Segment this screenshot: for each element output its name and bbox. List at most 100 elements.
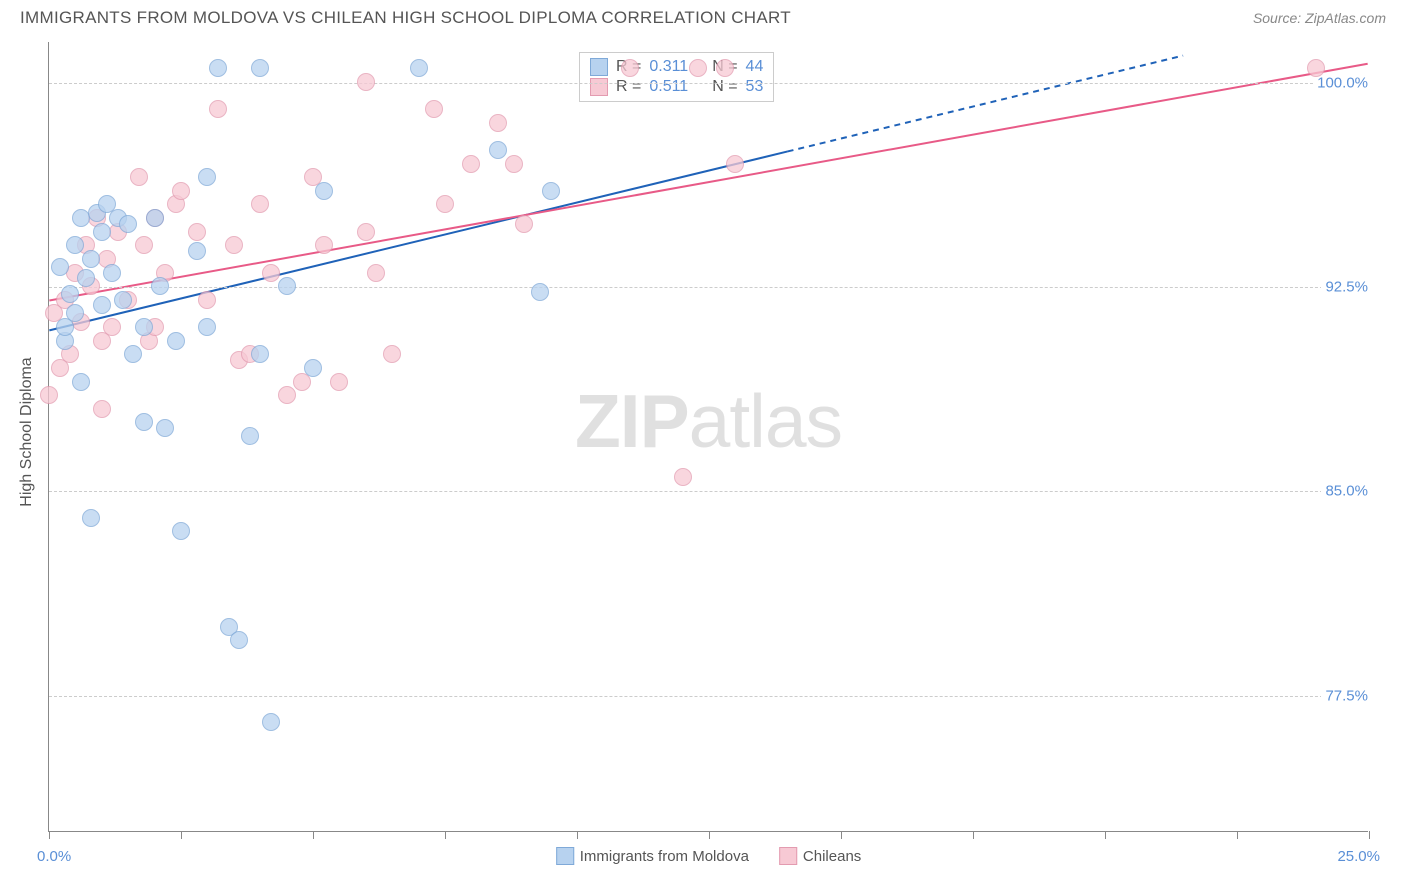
x-tick [973,831,974,839]
scatter-point-chileans [93,400,111,418]
legend-swatch [556,847,574,865]
source-name: ZipAtlas.com [1305,10,1386,26]
scatter-point-moldova [135,318,153,336]
scatter-point-moldova [304,359,322,377]
legend-swatch [590,78,608,96]
chart-container: High School Diploma ZIPatlas R = 0.311N … [0,32,1406,882]
legend-label: Chileans [803,848,861,865]
scatter-point-chileans [188,223,206,241]
scatter-point-chileans [367,264,385,282]
scatter-point-moldova [77,269,95,287]
scatter-point-moldova [531,283,549,301]
scatter-point-moldova [135,413,153,431]
scatter-point-moldova [209,59,227,77]
scatter-point-chileans [489,114,507,132]
scatter-point-moldova [61,285,79,303]
scatter-point-moldova [410,59,428,77]
series-legend: Immigrants from MoldovaChileans [556,847,862,865]
source-attribution: Source: ZipAtlas.com [1253,10,1386,26]
scatter-point-chileans [198,291,216,309]
y-tick-label: 85.0% [1321,483,1372,500]
correlation-legend: R = 0.311N = 44R = 0.511N = 53 [579,52,774,102]
gridline [49,696,1368,697]
scatter-point-moldova [93,296,111,314]
scatter-point-moldova [103,264,121,282]
y-tick-label: 92.5% [1321,279,1372,296]
series-legend-item: Chileans [779,847,861,865]
gridline [49,287,1368,288]
correlation-legend-row: R = 0.311N = 44 [590,57,763,77]
trend-line [788,56,1183,152]
scatter-point-chileans [621,59,639,77]
scatter-point-moldova [66,236,84,254]
scatter-point-moldova [82,250,100,268]
scatter-point-moldova [119,215,137,233]
scatter-point-moldova [198,168,216,186]
r-value: 0.511 [649,78,688,96]
gridline [49,491,1368,492]
scatter-point-moldova [124,345,142,363]
scatter-point-moldova [146,209,164,227]
scatter-point-chileans [315,236,333,254]
source-prefix: Source: [1253,10,1305,26]
x-tick [841,831,842,839]
scatter-point-moldova [262,713,280,731]
scatter-point-moldova [167,332,185,350]
scatter-point-chileans [462,155,480,173]
scatter-point-chileans [278,386,296,404]
scatter-point-chileans [674,468,692,486]
x-tick [445,831,446,839]
scatter-point-moldova [156,419,174,437]
scatter-point-chileans [225,236,243,254]
scatter-point-moldova [172,522,190,540]
scatter-point-moldova [114,291,132,309]
scatter-point-chileans [357,73,375,91]
scatter-point-moldova [93,223,111,241]
x-tick-label: 25.0% [1337,848,1380,865]
scatter-point-moldova [188,242,206,260]
x-tick-label: 0.0% [37,848,71,865]
x-tick [1369,831,1370,839]
n-value: 53 [746,78,764,96]
scatter-point-moldova [489,141,507,159]
scatter-point-chileans [51,359,69,377]
scatter-point-moldova [542,182,560,200]
r-value: 0.311 [649,58,688,76]
scatter-point-chileans [209,100,227,118]
scatter-point-moldova [251,345,269,363]
scatter-point-moldova [278,277,296,295]
scatter-point-chileans [130,168,148,186]
chart-header: IMMIGRANTS FROM MOLDOVA VS CHILEAN HIGH … [0,0,1406,32]
scatter-point-chileans [436,195,454,213]
y-tick-label: 77.5% [1321,687,1372,704]
y-axis-label: High School Diploma [18,357,36,506]
scatter-point-moldova [66,304,84,322]
scatter-point-chileans [726,155,744,173]
x-tick [49,831,50,839]
correlation-legend-row: R = 0.511N = 53 [590,77,763,97]
chart-title: IMMIGRANTS FROM MOLDOVA VS CHILEAN HIGH … [20,8,791,28]
scatter-point-chileans [515,215,533,233]
scatter-point-moldova [151,277,169,295]
scatter-point-chileans [716,59,734,77]
scatter-point-chileans [262,264,280,282]
x-tick [1105,831,1106,839]
y-tick-label: 100.0% [1313,74,1372,91]
gridline [49,83,1368,84]
x-tick [709,831,710,839]
plot-area: ZIPatlas R = 0.311N = 44R = 0.511N = 53 … [48,42,1368,832]
scatter-point-chileans [251,195,269,213]
scatter-point-chileans [135,236,153,254]
scatter-point-chileans [330,373,348,391]
scatter-point-chileans [40,386,58,404]
x-tick [181,831,182,839]
scatter-point-moldova [230,631,248,649]
scatter-point-chileans [425,100,443,118]
n-label: N = [712,78,737,96]
scatter-point-chileans [1307,59,1325,77]
scatter-point-chileans [383,345,401,363]
scatter-point-moldova [82,509,100,527]
trend-line [49,151,787,330]
scatter-point-moldova [251,59,269,77]
x-tick [577,831,578,839]
